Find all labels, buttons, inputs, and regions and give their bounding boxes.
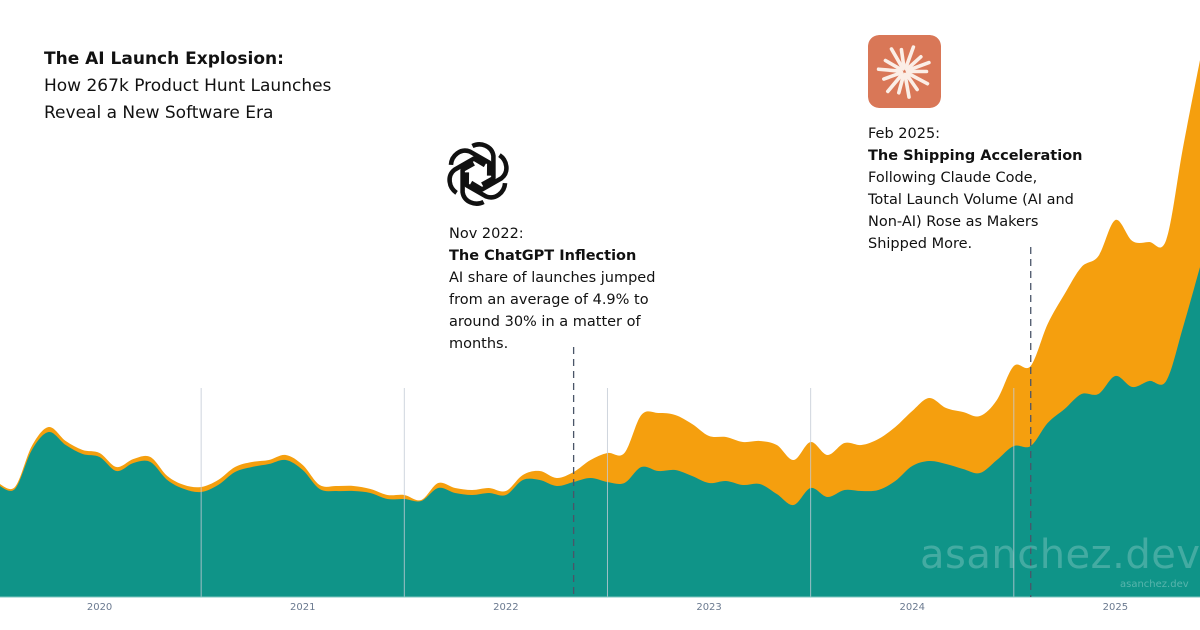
area-series-0 (0, 267, 1200, 597)
annotation-line: Shipped More. (868, 236, 973, 252)
claude-ray (899, 47, 906, 70)
claude-ray (906, 71, 930, 86)
annotation-date: Nov 2022: (449, 226, 524, 242)
claude-ray (906, 60, 931, 72)
claude-ray (883, 58, 902, 71)
title-line-2: Reveal a New Software Era (44, 103, 274, 123)
claude-ray (904, 54, 923, 72)
annotation-markers (572, 247, 1032, 597)
annotation-line: Non-AI) Rose as Makers (868, 214, 1039, 230)
claude-ray (885, 73, 904, 94)
annotation-heading: The ChatGPT Inflection (449, 248, 637, 264)
claude-annotation: Feb 2025: The Shipping Acceleration Foll… (868, 123, 1108, 255)
claude-ray (904, 45, 916, 69)
annotation-line: Following Claude Code, (868, 170, 1038, 186)
claude-ray (889, 47, 905, 71)
x-tick-label: 2022 (493, 602, 518, 613)
x-tick-label: 2020 (87, 602, 112, 613)
claude-ray (903, 72, 911, 99)
annotation-line: AI share of launches jumped (449, 270, 656, 286)
chart-title: The AI Launch Explosion: How 267k Produc… (44, 46, 331, 127)
watermark: asanchez.dev (920, 532, 1200, 578)
x-tick-label: 2021 (290, 602, 315, 613)
x-tick-label: 2024 (899, 602, 924, 613)
area-series-1 (0, 60, 1200, 597)
claude-ray (882, 70, 904, 81)
claude-logo-icon (868, 35, 941, 108)
annotation-line: from an average of 4.9% to (449, 292, 649, 308)
title-bold: The AI Launch Explosion: (44, 49, 284, 69)
annotation-line: around 30% in a matter of (449, 314, 641, 330)
openai-logo-icon (443, 142, 513, 209)
annotation-heading: The Shipping Acceleration (868, 148, 1083, 164)
chatgpt-annotation: Nov 2022: The ChatGPT Inflection AI shar… (449, 223, 689, 355)
title-line-1: How 267k Product Hunt Launches (44, 76, 332, 96)
x-tick-label: 2023 (696, 602, 721, 613)
annotation-line: Total Launch Volume (AI and (868, 192, 1074, 208)
annotation-line: months. (449, 336, 509, 352)
watermark-small: asanchez.dev (1120, 579, 1189, 590)
annotation-date: Feb 2025: (868, 126, 941, 142)
claude-ray (905, 73, 919, 92)
claude-ray (897, 73, 906, 95)
x-tick-label: 2025 (1103, 602, 1128, 613)
claude-ray (876, 67, 903, 73)
areas (0, 60, 1200, 597)
year-gridlines-overlay (0, 388, 1200, 598)
x-axis-ticks: 2020 2021 2022 2023 2024 2025 (87, 602, 1128, 613)
